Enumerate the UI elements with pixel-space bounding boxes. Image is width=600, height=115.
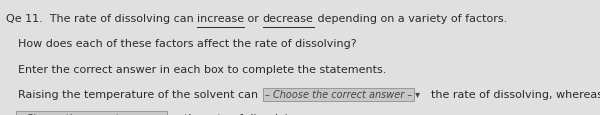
Text: the rate of dissolving.: the rate of dissolving. <box>177 113 306 115</box>
Text: – Choose the correct answer –: – Choose the correct answer – <box>265 90 412 100</box>
Text: the rate of dissolving, whereas slowing the speed of stirring can: the rate of dissolving, whereas slowing … <box>424 90 600 100</box>
Text: or: or <box>244 14 263 24</box>
Text: – Choose the correct answer –: – Choose the correct answer – <box>18 113 165 115</box>
Text: Raising the temperature of the solvent can: Raising the temperature of the solvent c… <box>18 90 265 100</box>
Text: ▾: ▾ <box>412 90 421 100</box>
Text: ▾: ▾ <box>165 113 173 115</box>
Text: Qe 11.  The rate of dissolving can: Qe 11. The rate of dissolving can <box>6 14 197 24</box>
Text: How does each of these factors affect the rate of dissolving?: How does each of these factors affect th… <box>18 39 356 49</box>
Text: depending on a variety of factors.: depending on a variety of factors. <box>314 14 507 24</box>
Text: increase: increase <box>197 14 244 24</box>
Text: Enter the correct answer in each box to complete the statements.: Enter the correct answer in each box to … <box>18 64 386 74</box>
Text: decrease: decrease <box>263 14 314 24</box>
